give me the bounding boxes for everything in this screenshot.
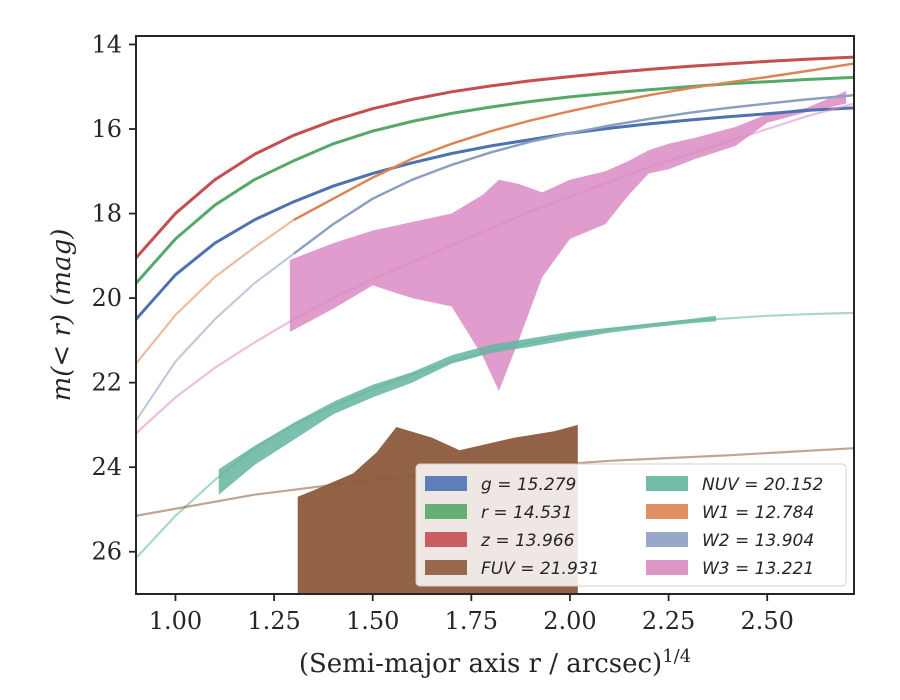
legend-swatch-W2 <box>646 532 688 547</box>
legend-swatch-W1 <box>646 504 688 519</box>
series-lines <box>136 55 854 559</box>
legend-label-NUV: NUV = 20.152 <box>702 475 823 495</box>
y-tick-label: 26 <box>91 538 122 566</box>
legend-label-z: z = 13.966 <box>480 531 575 551</box>
legend-label-W1: W1 = 12.784 <box>702 503 814 523</box>
line-NUV <box>136 311 854 559</box>
legend: g = 15.279 r = 14.531 z = 13.966 FUV = 21.9… <box>415 463 847 587</box>
x-tick-label: 1.75 <box>445 607 498 635</box>
legend-swatch-g <box>425 476 467 491</box>
legend-swatch-FUV <box>425 560 467 575</box>
line-solid-W2 <box>293 94 854 255</box>
y-tick-label: 14 <box>91 30 122 58</box>
legend-label-W3: W3 = 13.221 <box>702 559 814 579</box>
line-r <box>136 75 854 285</box>
y-tick-label: 18 <box>91 200 122 228</box>
x-axis-ticks: 1.00 1.25 1.50 1.75 2.00 2.25 2.50 <box>149 594 794 635</box>
line-g <box>136 106 854 321</box>
y-axis-label: m(< r) (mag) <box>47 229 77 402</box>
line-W3 <box>136 102 854 435</box>
x-tick-label: 1.50 <box>346 607 399 635</box>
y-axis-ticks: 14 16 18 20 22 24 26 <box>91 30 136 566</box>
y-tick-label: 22 <box>91 369 122 397</box>
x-tick-label: 2.25 <box>642 607 695 635</box>
x-axis-label-text: (Semi-major axis r / arcsec) <box>299 649 662 679</box>
x-tick-label: 2.50 <box>740 607 793 635</box>
legend-label-FUV: FUV = 21.931 <box>481 559 599 579</box>
y-tick-label: 16 <box>91 115 122 143</box>
legend-swatch-z <box>425 532 467 547</box>
legend-label-r: r = 14.531 <box>481 503 573 523</box>
legend-box <box>415 463 847 587</box>
band-NUV <box>218 315 716 495</box>
x-tick-label: 1.00 <box>149 607 202 635</box>
x-axis-label-superscript: 1/4 <box>662 646 691 667</box>
legend-label-g: g = 15.279 <box>481 475 576 495</box>
plot-frame <box>135 35 855 595</box>
legend-swatch-r <box>425 504 467 519</box>
x-tick-label: 1.25 <box>247 607 300 635</box>
x-tick-label: 2.00 <box>543 607 596 635</box>
legend-swatch-W3 <box>646 560 688 575</box>
y-tick-label: 24 <box>91 453 122 481</box>
legend-label-W2: W2 = 13.904 <box>702 531 814 551</box>
line-z <box>136 55 854 259</box>
x-axis-label: (Semi-major axis r / arcsec)1/4 <box>299 646 691 679</box>
band-W3 <box>289 91 847 392</box>
line-solid-W1 <box>293 62 854 221</box>
y-tick-label: 20 <box>91 284 122 312</box>
legend-swatch-NUV <box>646 476 688 491</box>
